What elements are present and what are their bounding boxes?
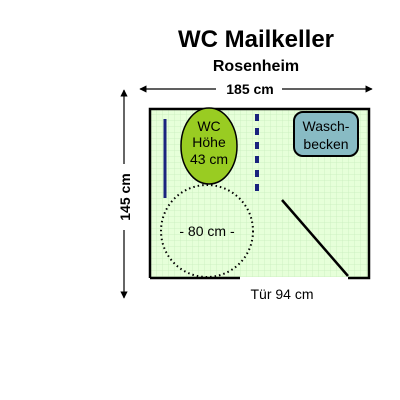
room-walls	[148, 107, 371, 280]
wc-toilet-icon	[180, 107, 238, 185]
height-label: 145 cm	[117, 173, 133, 220]
door-leaf	[281, 199, 349, 277]
wc-label-line2: Höhe	[192, 134, 226, 150]
width-label-bg	[216, 80, 282, 96]
turning-circle-label: - 80 cm -	[179, 223, 235, 239]
sink-label-line1: Wasch-	[303, 118, 350, 134]
door-label: Tür 94 cm	[250, 286, 313, 302]
width-label: 185 cm	[226, 81, 273, 97]
page-subtitle: Rosenheim	[213, 58, 299, 75]
wc-label-line3: 43 cm	[190, 151, 228, 167]
sink-label-line2: becken	[303, 136, 348, 152]
height-label-bg	[116, 164, 132, 230]
sink-icon	[293, 111, 359, 157]
wc-label-line1: WC	[197, 118, 220, 134]
page-title: WC Mailkeller	[178, 26, 334, 53]
turning-circle	[160, 184, 254, 278]
